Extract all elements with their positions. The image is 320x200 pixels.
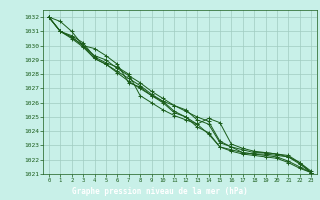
Text: Graphe pression niveau de la mer (hPa): Graphe pression niveau de la mer (hPa) (72, 186, 248, 196)
